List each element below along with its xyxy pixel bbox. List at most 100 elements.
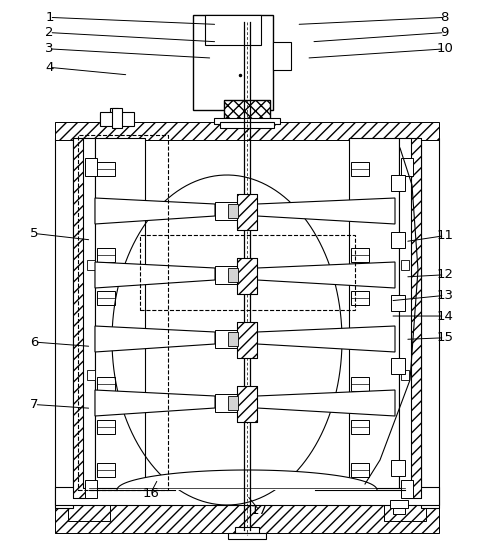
Bar	[351, 248, 369, 262]
Text: 10: 10	[436, 42, 453, 55]
Text: 1: 1	[45, 11, 54, 24]
Bar	[228, 533, 266, 539]
Bar	[237, 386, 257, 422]
Bar	[97, 291, 115, 305]
Bar	[237, 194, 257, 230]
Bar	[215, 266, 238, 284]
Bar	[421, 138, 439, 508]
Polygon shape	[95, 390, 215, 416]
Text: 15: 15	[436, 331, 453, 344]
Bar	[349, 138, 399, 488]
Bar	[391, 358, 405, 374]
Bar	[95, 138, 145, 488]
Bar	[237, 258, 257, 294]
Bar	[224, 100, 270, 124]
Text: 16: 16	[142, 487, 159, 500]
Bar	[97, 248, 115, 262]
Polygon shape	[95, 262, 215, 288]
Bar	[205, 15, 261, 45]
Text: 17: 17	[251, 504, 268, 517]
Bar	[273, 42, 291, 70]
Text: 8: 8	[441, 11, 449, 24]
Bar	[68, 505, 110, 521]
Bar	[55, 487, 439, 505]
Bar	[351, 205, 369, 219]
Text: 2: 2	[45, 26, 54, 39]
Text: 5: 5	[30, 227, 39, 240]
Bar	[405, 138, 421, 498]
Ellipse shape	[392, 508, 406, 516]
Bar	[215, 330, 238, 348]
Bar	[351, 291, 369, 305]
Bar	[55, 122, 439, 140]
Bar	[97, 162, 115, 176]
Bar	[391, 175, 405, 191]
Bar	[228, 396, 238, 410]
Text: 13: 13	[436, 289, 453, 302]
Bar	[193, 15, 273, 110]
Bar	[351, 334, 369, 348]
Text: 12: 12	[436, 268, 453, 281]
Bar	[85, 158, 97, 176]
Bar	[351, 377, 369, 391]
Bar	[391, 460, 405, 476]
Bar	[393, 508, 405, 514]
Bar	[112, 108, 122, 128]
Bar	[97, 463, 115, 477]
Bar	[97, 205, 115, 219]
Bar	[399, 138, 411, 488]
Bar	[100, 112, 134, 126]
Bar	[83, 138, 95, 488]
Bar	[87, 370, 95, 380]
Bar	[215, 202, 238, 220]
Polygon shape	[257, 390, 395, 416]
Bar	[401, 370, 409, 380]
Bar	[351, 463, 369, 477]
Bar	[401, 260, 409, 270]
Bar	[228, 268, 238, 282]
Bar	[390, 500, 408, 508]
Bar	[85, 480, 97, 498]
Bar	[73, 138, 89, 498]
Bar	[140, 235, 355, 310]
Text: 7: 7	[30, 398, 39, 411]
Bar	[224, 100, 270, 124]
Text: 9: 9	[441, 26, 449, 39]
Bar	[351, 420, 369, 434]
Polygon shape	[257, 326, 395, 352]
Text: 3: 3	[45, 42, 54, 55]
Polygon shape	[95, 326, 215, 352]
Bar	[237, 194, 257, 230]
Bar	[391, 295, 405, 311]
Bar	[384, 505, 426, 521]
Text: 14: 14	[436, 310, 453, 323]
Bar	[237, 258, 257, 294]
Bar	[100, 113, 128, 125]
Text: 6: 6	[31, 336, 39, 349]
Bar	[401, 158, 413, 176]
Bar	[228, 332, 238, 346]
Bar	[215, 394, 238, 412]
Bar	[235, 527, 259, 533]
Bar	[55, 505, 439, 533]
Bar	[214, 118, 280, 124]
Bar	[97, 334, 115, 348]
Bar	[237, 322, 257, 358]
Bar	[220, 122, 274, 128]
Bar	[103, 116, 127, 120]
Polygon shape	[257, 262, 395, 288]
Bar	[55, 138, 73, 508]
Bar	[401, 480, 413, 498]
Bar	[391, 232, 405, 248]
Bar	[73, 138, 89, 498]
Bar	[97, 377, 115, 391]
Polygon shape	[257, 198, 395, 224]
Bar	[78, 135, 168, 490]
Bar	[405, 138, 421, 498]
Bar	[237, 386, 257, 422]
Bar	[97, 420, 115, 434]
Bar	[228, 204, 238, 218]
Bar	[351, 162, 369, 176]
Bar	[237, 322, 257, 358]
Polygon shape	[95, 198, 215, 224]
